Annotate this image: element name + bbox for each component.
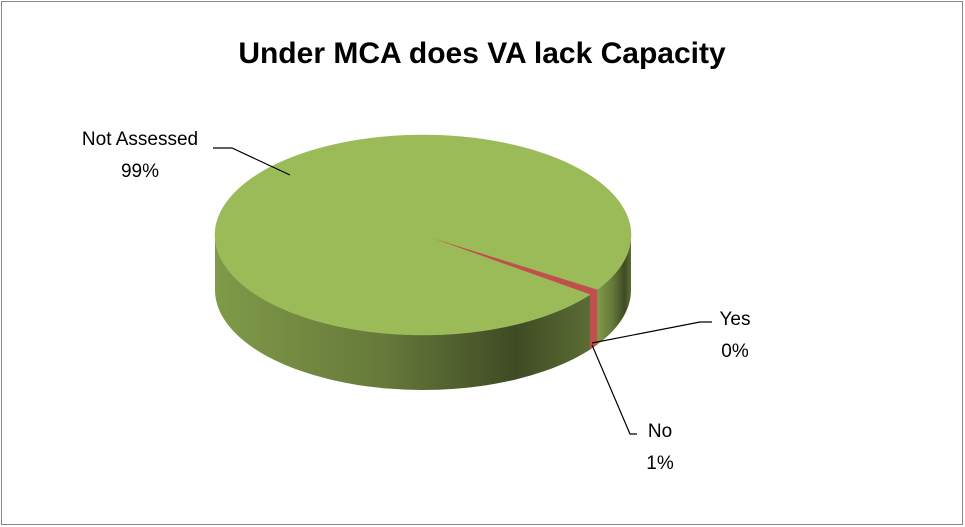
pie-slice	[214, 134, 632, 336]
data-label-value: 0%	[721, 341, 749, 362]
data-label-name: No	[648, 421, 672, 442]
leader-line	[591, 344, 637, 435]
leader-line	[591, 321, 712, 344]
data-label-name: Yes	[720, 309, 751, 330]
pie-side	[215, 235, 590, 390]
leader-line	[213, 147, 291, 176]
data-label-value: 1%	[646, 453, 674, 474]
pie-side	[597, 235, 631, 345]
data-label-value: 99%	[121, 161, 159, 182]
pie-side	[589, 289, 598, 350]
data-label-name: Not Assessed	[82, 129, 198, 150]
chart-title: Under MCA does VA lack Capacity	[238, 37, 726, 70]
